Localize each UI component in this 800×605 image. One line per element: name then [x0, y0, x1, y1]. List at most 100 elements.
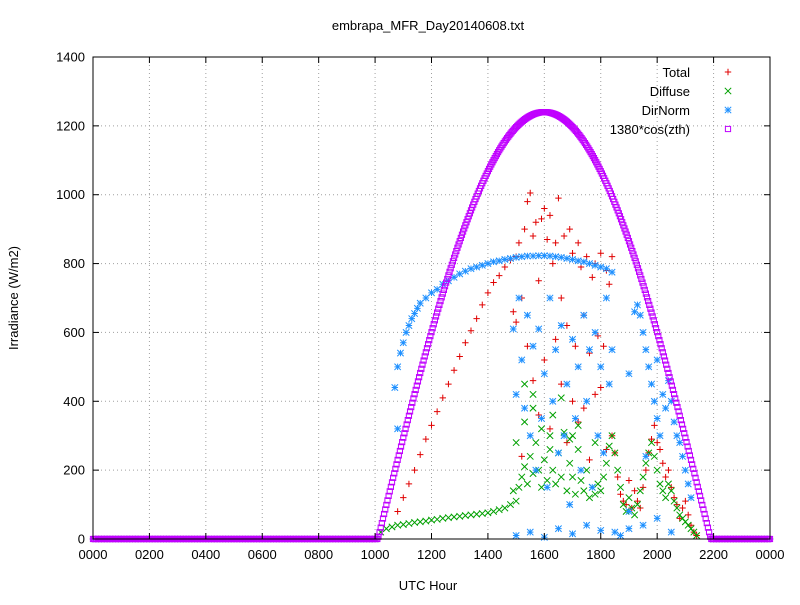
y-tick-label: 600	[63, 325, 85, 340]
data-point	[659, 460, 667, 467]
data-point	[631, 308, 639, 316]
data-point	[669, 386, 677, 394]
data-point	[495, 257, 503, 265]
data-point	[381, 510, 388, 518]
data-point	[574, 363, 582, 371]
data-point	[693, 532, 701, 540]
data-point	[633, 501, 641, 509]
data-point	[415, 374, 423, 381]
data-point	[658, 345, 665, 352]
data-point	[479, 301, 486, 309]
data-point	[408, 315, 416, 323]
data-point	[656, 446, 664, 453]
data-point	[399, 439, 406, 446]
x-tick-label: 0000	[79, 547, 108, 562]
data-point	[625, 525, 633, 533]
data-point	[392, 465, 399, 472]
x-tick-label: 2200	[699, 547, 728, 562]
data-point	[571, 490, 579, 498]
data-point	[447, 265, 454, 272]
data-point	[543, 483, 551, 491]
data-point	[642, 346, 650, 354]
data-point	[622, 228, 629, 235]
data-point	[655, 333, 662, 340]
data-point	[543, 476, 551, 485]
data-point	[608, 346, 616, 354]
data-point	[532, 466, 540, 474]
data-point	[448, 261, 455, 268]
data-point	[591, 439, 599, 447]
data-point	[526, 432, 534, 440]
legend-label: DirNorm	[642, 103, 690, 118]
data-point	[617, 491, 624, 498]
data-point	[558, 380, 565, 388]
data-point	[467, 265, 475, 273]
data-point	[608, 253, 616, 260]
data-point	[400, 494, 407, 501]
data-point	[452, 251, 459, 258]
data-point	[546, 432, 554, 440]
data-point	[549, 411, 557, 419]
data-point	[428, 329, 435, 336]
data-point	[639, 279, 646, 286]
data-point	[399, 339, 407, 347]
data-point	[396, 349, 405, 357]
data-point	[422, 517, 430, 525]
data-point	[454, 244, 461, 251]
data-point	[651, 422, 658, 429]
data-point	[687, 494, 695, 502]
data-point	[432, 313, 440, 320]
data-point	[616, 483, 625, 491]
data-point	[698, 497, 705, 504]
data-point	[620, 497, 627, 505]
data-point	[521, 225, 528, 233]
data-point	[535, 252, 543, 260]
data-point	[529, 232, 537, 240]
legend: Total Diffuse DirNorm 1380*cos(zth)	[610, 65, 732, 137]
data-point	[639, 328, 647, 336]
data-point	[521, 418, 529, 426]
data-point	[701, 510, 708, 518]
x-tick-label: 1600	[530, 547, 559, 562]
data-point	[496, 272, 503, 279]
data-point	[443, 279, 450, 286]
data-point	[524, 198, 531, 205]
data-point	[600, 449, 608, 457]
y-axis-label: Irradiance (W/m2)	[6, 246, 21, 350]
data-point	[435, 305, 442, 312]
data-point	[685, 447, 692, 455]
data-point	[438, 294, 445, 301]
data-point	[667, 487, 675, 495]
data-point	[552, 239, 559, 247]
data-point	[512, 390, 520, 398]
data-point	[591, 391, 599, 398]
data-point	[654, 329, 661, 336]
data-point	[608, 432, 616, 440]
data-point	[521, 404, 529, 412]
data-point	[425, 341, 432, 348]
data-point	[515, 239, 523, 247]
data-point	[546, 425, 554, 433]
data-point	[625, 238, 633, 245]
data-point	[540, 456, 548, 464]
data-point	[456, 238, 463, 245]
data-point	[457, 234, 464, 242]
data-point	[543, 236, 551, 243]
data-point	[696, 492, 704, 499]
data-point	[673, 432, 681, 440]
x-axis-label: UTC Hour	[399, 578, 458, 593]
data-point	[591, 261, 599, 269]
data-point	[662, 404, 670, 412]
data-point	[423, 345, 431, 352]
data-point	[430, 321, 437, 328]
data-point	[580, 404, 588, 412]
data-point	[385, 492, 392, 499]
data-point	[632, 258, 639, 265]
data-point	[512, 497, 520, 505]
data-point	[433, 515, 441, 523]
data-point	[678, 421, 686, 428]
data-point	[672, 395, 679, 402]
data-point	[624, 234, 631, 242]
y-tick-label: 400	[63, 394, 85, 409]
data-point	[379, 515, 387, 522]
